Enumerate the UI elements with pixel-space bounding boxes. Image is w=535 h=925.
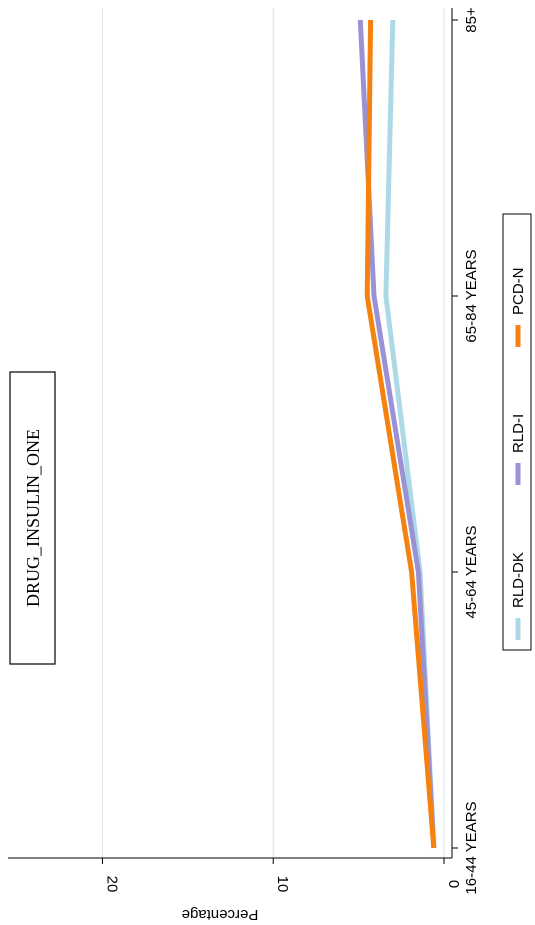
legend: RLD-DK RLD-I PCD-N xyxy=(502,213,532,651)
y-tick-label: 0 xyxy=(445,880,462,888)
chart-title-box: DRUG_INSULIN_ONE xyxy=(9,371,56,665)
axes xyxy=(8,8,453,859)
x-tick-label: 45-64 YEARS xyxy=(463,525,480,618)
legend-label: RLD-I xyxy=(510,414,527,453)
y-tick-label: 10 xyxy=(274,876,291,893)
x-tick-label: 16-44 YEARS xyxy=(463,801,480,894)
series-line xyxy=(364,19,437,849)
y-axis-title: Percentage xyxy=(182,906,259,923)
x-tick-label: 85+ xyxy=(463,7,480,33)
grid-lines xyxy=(101,8,445,858)
y-tick-label: 20 xyxy=(103,876,120,893)
y-tick-labels: 0 10 20 xyxy=(101,858,462,893)
series-lines xyxy=(357,19,437,849)
legend-frame xyxy=(502,213,532,651)
x-tick-labels: 16-44 YEARS 45-64 YEARS 65-84 YEARS 85+ xyxy=(452,7,480,895)
legend-label: RLD-DK xyxy=(510,552,527,608)
legend-label: PCD-N xyxy=(510,268,527,316)
chart-title: DRUG_INSULIN_ONE xyxy=(23,429,43,607)
x-tick-label: 65-84 YEARS xyxy=(463,249,480,342)
title-frame xyxy=(9,371,56,665)
